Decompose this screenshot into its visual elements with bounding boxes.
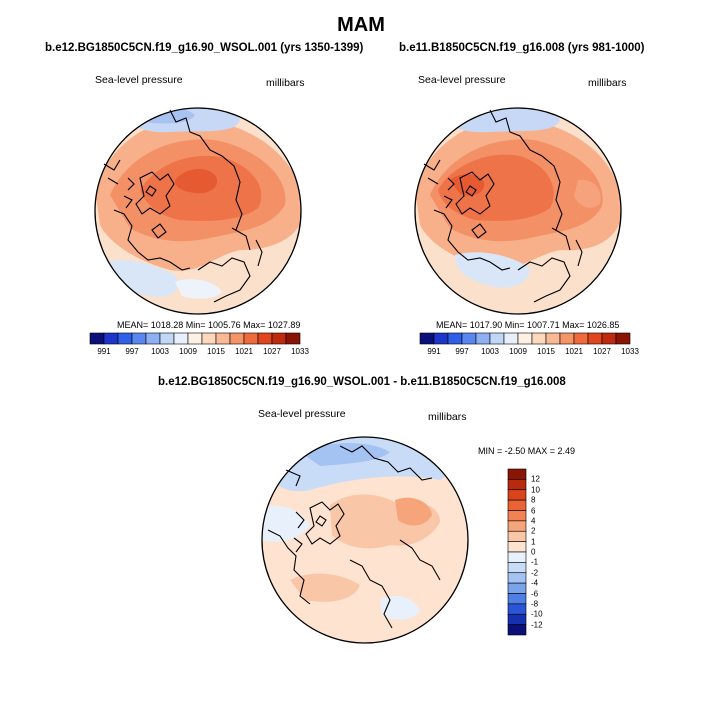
panel-3-colorbar-tick-label: -8 [531, 599, 539, 609]
panel-3-colorbar-swatch [507, 624, 527, 636]
panel-3-colorbar-tick-label: 6 [531, 506, 536, 515]
panel-1-right-label: millibars [266, 77, 305, 89]
panel-2-stats: MEAN= 1017.90 Min= 1007.71 Max= 1026.85 [436, 320, 620, 330]
panel-1-colorbar-swatch [173, 332, 189, 345]
panel-3-colorbar-tick-label: -12 [531, 620, 543, 630]
panel-1-colorbar [89, 332, 301, 345]
panel-2-colorbar-tick-label: 1009 [509, 347, 527, 356]
panel-2-colorbar-tick-label: 1021 [565, 347, 583, 356]
panel-1-colorbar-swatch [145, 332, 161, 345]
panel-1-colorbar-tick-label: 991 [97, 347, 111, 356]
panel-1-colorbar-swatch [131, 332, 147, 345]
panel-3-colorbar-tick-label: -1 [531, 557, 539, 567]
panel-3-colorbar-swatch [507, 479, 527, 491]
panel-1-left-label: Sea-level pressure [95, 74, 183, 86]
panel-3-colorbar-swatch [507, 510, 527, 522]
panel-3-map [261, 436, 469, 644]
panel-2-colorbar-tick-label: 1033 [621, 347, 639, 356]
panel-1-colorbar-swatch [103, 332, 119, 345]
panel-2-colorbar-swatch [419, 332, 435, 345]
panel-2-colorbar-swatch [517, 332, 533, 345]
panel-2-colorbar-tick-label: 1015 [537, 347, 555, 356]
panel-2-title: b.e11.B1850C5CN.f19_g16.008 (yrs 981-100… [399, 42, 645, 54]
panel-3-colorbar-tick-label: 0 [531, 547, 536, 557]
panel-2-colorbar-swatch [531, 332, 547, 345]
panel-1-colorbar-swatch [201, 332, 217, 345]
panel-2-map [414, 107, 622, 315]
panel-3-colorbar-swatch [507, 582, 527, 594]
panel-2-colorbar-swatch [475, 332, 491, 345]
panel-1-colorbar-swatch [229, 332, 245, 345]
panel-1-colorbar-tick-label: 1021 [235, 347, 253, 356]
panel-2-colorbar-swatch [615, 332, 631, 345]
panel-1-colorbar-swatch [117, 332, 133, 345]
panel-1-colorbar-swatch [187, 332, 203, 345]
panel-3-colorbar-swatch [507, 530, 527, 542]
panel-1-colorbar-swatch [271, 332, 287, 345]
panel-1-colorbar-swatch [89, 332, 105, 345]
panel-1-colorbar-swatch [243, 332, 259, 345]
panel-3-colorbar-swatch [507, 593, 527, 605]
panel-3-colorbar-swatch [507, 572, 527, 584]
panel-1-colorbar-tick-label: 1027 [263, 347, 281, 356]
panel-3-colorbar [507, 468, 527, 636]
panel-1-colorbar-tick-label: 1015 [207, 347, 225, 356]
panel-3-colorbar-tick-label: -10 [531, 609, 543, 619]
panel-3-stats: MIN = -2.50 MAX = 2.49 [478, 446, 576, 456]
panel-3-title: b.e12.BG1850C5CN.f19_g16.90_WSOL.001 - b… [158, 376, 566, 388]
panel-3-colorbar-swatch [507, 499, 527, 511]
panel-2-colorbar-swatch [461, 332, 477, 345]
figure-title: MAM [337, 14, 385, 36]
panel-3-colorbar-tick-label: 2 [531, 526, 536, 536]
panel-2-right-label: millibars [588, 77, 627, 89]
panel-1-colorbar-swatch [159, 332, 175, 345]
panel-2-colorbar-swatch [601, 332, 617, 345]
panel-1-colorbar-tick-label: 1003 [151, 347, 169, 356]
panel-3-colorbar-tick-label: 1 [531, 537, 536, 547]
panel-3-colorbar-tick-label: 8 [531, 495, 536, 505]
panel-3-colorbar-swatch [507, 541, 527, 553]
panel-3-colorbar-tick-label: 4 [531, 516, 536, 526]
panel-2-colorbar-tick-label: 997 [455, 347, 469, 356]
panel-3-colorbar-tick-label: -6 [531, 589, 539, 598]
panel-1-colorbar-swatch [285, 332, 301, 345]
panel-3-colorbar-tick-label: -2 [531, 568, 539, 578]
panel-2-left-label: Sea-level pressure [418, 74, 506, 86]
panel-1-colorbar-tick-label: 1009 [179, 347, 197, 356]
panel-3-colorbar-swatch [507, 551, 527, 563]
panel-3-colorbar-swatch [507, 562, 527, 574]
panel-3-colorbar-swatch [507, 489, 527, 501]
panel-3-colorbar-swatch [507, 520, 527, 532]
panel-2-colorbar-tick-label: 991 [427, 347, 441, 356]
panel-1-colorbar-tick-label: 997 [125, 347, 139, 356]
panel-2-colorbar-tick-label: 1027 [593, 347, 611, 356]
panel-2-colorbar-swatch [573, 332, 589, 345]
panel-1-title: b.e12.BG1850C5CN.f19_g16.90_WSOL.001 (yr… [45, 42, 364, 54]
panel-1-map [94, 107, 302, 315]
panel-2-colorbar-swatch [559, 332, 575, 345]
panel-2-colorbar [419, 332, 631, 345]
panel-2-colorbar-swatch [447, 332, 463, 345]
panel-2-colorbar-swatch [503, 332, 519, 345]
panel-2-colorbar-swatch [433, 332, 449, 345]
panel-3-colorbar-swatch [507, 603, 527, 615]
panel-3-colorbar-tick-label: 12 [531, 474, 540, 484]
panel-2-colorbar-swatch [489, 332, 505, 345]
panel-1-colorbar-tick-label: 1033 [291, 347, 309, 356]
panel-3-colorbar-tick-label: 10 [531, 485, 540, 495]
panel-3-colorbar-tick-label: -4 [531, 578, 539, 588]
panel-3-colorbar-swatch [507, 613, 527, 625]
panel-2-colorbar-tick-label: 1003 [481, 347, 499, 356]
panel-1-stats: MEAN= 1018.28 Min= 1005.76 Max= 1027.89 [117, 320, 301, 330]
panel-2-colorbar-swatch [587, 332, 603, 345]
panel-3-colorbar-swatch [507, 468, 527, 480]
panel-2-colorbar-swatch [545, 332, 561, 345]
panel-1-colorbar-swatch [215, 332, 231, 345]
panel-1-colorbar-swatch [257, 332, 273, 345]
panel-3-left-label: Sea-level pressure [258, 408, 346, 420]
panel-3-right-label: millibars [428, 411, 467, 423]
